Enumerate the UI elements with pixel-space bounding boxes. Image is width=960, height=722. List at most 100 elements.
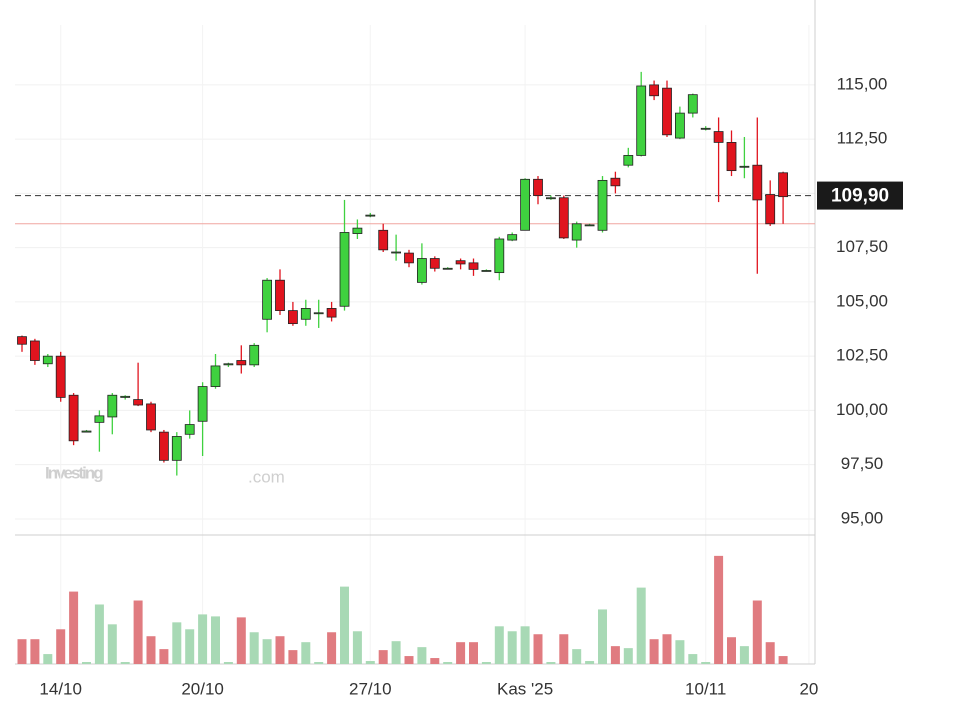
candle-body bbox=[687, 94, 698, 114]
candle-body bbox=[546, 197, 556, 200]
y-tick-label: 107,50 bbox=[836, 237, 888, 256]
volume-bar bbox=[249, 632, 259, 664]
x-tick-label: 14/10 bbox=[39, 679, 82, 698]
volume-bar bbox=[456, 642, 466, 664]
volume-bar bbox=[82, 662, 91, 664]
volume-bar bbox=[649, 639, 659, 664]
candle-body bbox=[533, 178, 543, 196]
candle-body bbox=[94, 415, 105, 423]
candle-body bbox=[339, 232, 350, 307]
candle-body bbox=[120, 395, 131, 398]
volume-bar bbox=[636, 587, 646, 664]
candle-body bbox=[249, 344, 260, 366]
volume-bar bbox=[598, 609, 607, 664]
volume-bar bbox=[675, 640, 685, 664]
y-tick-label: 115,00 bbox=[837, 74, 888, 93]
candle-body bbox=[287, 310, 298, 325]
candle-body bbox=[778, 172, 788, 198]
candle-body bbox=[210, 365, 221, 387]
volume-bar bbox=[327, 632, 337, 664]
volume-bar bbox=[56, 629, 66, 664]
volume-bar bbox=[365, 661, 375, 664]
candle-body bbox=[275, 279, 285, 311]
last-price-label: 109,90 bbox=[831, 186, 889, 207]
volume-bar bbox=[623, 648, 633, 664]
candle-body bbox=[520, 178, 530, 231]
volume-bar bbox=[211, 616, 220, 664]
candle-body bbox=[675, 112, 685, 139]
candle-body bbox=[404, 252, 414, 264]
volume-bar bbox=[727, 637, 736, 664]
volume-bar bbox=[275, 636, 285, 664]
candle-body bbox=[700, 127, 711, 130]
candle-body bbox=[752, 164, 763, 201]
volume-bar bbox=[301, 642, 311, 664]
candle-body bbox=[326, 308, 337, 318]
candle-body bbox=[649, 84, 659, 97]
volume-bar bbox=[443, 662, 453, 664]
volume-bar bbox=[314, 662, 324, 664]
volume-bar bbox=[520, 626, 530, 664]
volume-bar bbox=[69, 591, 79, 664]
y-tick-label: 102,50 bbox=[836, 346, 888, 365]
candle-body bbox=[146, 403, 156, 431]
volume-bar bbox=[404, 656, 414, 664]
volume-bar bbox=[288, 650, 298, 664]
volume-bar bbox=[17, 639, 27, 664]
candle-body bbox=[223, 363, 234, 366]
candle-body bbox=[42, 355, 53, 365]
volume-bar bbox=[107, 624, 117, 664]
volume-bar bbox=[778, 656, 788, 664]
volume-bar bbox=[585, 661, 595, 664]
candle-body bbox=[429, 258, 440, 269]
candle-body bbox=[494, 238, 505, 274]
volume-bar bbox=[662, 634, 672, 664]
candle-body bbox=[765, 194, 776, 225]
y-tick-label: 95,00 bbox=[841, 508, 884, 527]
x-tick-label: 20 bbox=[799, 679, 818, 698]
volume-bar bbox=[340, 586, 349, 664]
x-tick-label: 10/11 bbox=[685, 679, 726, 698]
volume-bar bbox=[417, 647, 427, 664]
candle-body bbox=[610, 177, 621, 187]
watermark-suffix: .com bbox=[248, 467, 285, 486]
volume-bar bbox=[752, 600, 762, 664]
volume-bar bbox=[159, 649, 169, 664]
volume-bar bbox=[262, 639, 272, 664]
volume-bar bbox=[739, 646, 749, 664]
volume-bar bbox=[765, 642, 775, 664]
volume-bar bbox=[120, 662, 130, 664]
volume-bar bbox=[391, 641, 401, 664]
candle-body bbox=[416, 258, 427, 283]
candle-body bbox=[726, 142, 737, 172]
volume-bar bbox=[714, 555, 724, 664]
candle-body bbox=[158, 431, 169, 461]
candle-body bbox=[81, 430, 92, 433]
volume-bar bbox=[94, 604, 104, 664]
x-tick-label: Kas '25 bbox=[497, 679, 553, 698]
volume-bar bbox=[494, 626, 504, 664]
candle-body bbox=[171, 436, 182, 461]
y-tick-label: 105,00 bbox=[836, 291, 888, 310]
candle-body bbox=[300, 308, 311, 320]
candle-body bbox=[455, 260, 466, 265]
candle-body bbox=[571, 223, 582, 241]
candle-body bbox=[713, 131, 724, 143]
candle-body bbox=[623, 155, 634, 166]
candle-body bbox=[262, 279, 273, 320]
volume-bar bbox=[430, 658, 440, 664]
volume-bar bbox=[469, 642, 478, 664]
candle-body bbox=[584, 224, 595, 227]
volume-bar bbox=[185, 629, 195, 664]
volume-bar bbox=[546, 662, 556, 664]
volume-bar bbox=[481, 662, 491, 664]
candle-body bbox=[481, 270, 492, 272]
volume-bar bbox=[43, 654, 53, 664]
volume-bar bbox=[533, 634, 543, 664]
candle-body bbox=[184, 424, 195, 435]
volume-bar bbox=[559, 634, 569, 664]
volume-bar bbox=[30, 639, 40, 664]
candle-body bbox=[29, 340, 40, 361]
volume-bar bbox=[572, 649, 582, 664]
x-tick-label: 20/10 bbox=[181, 679, 224, 698]
